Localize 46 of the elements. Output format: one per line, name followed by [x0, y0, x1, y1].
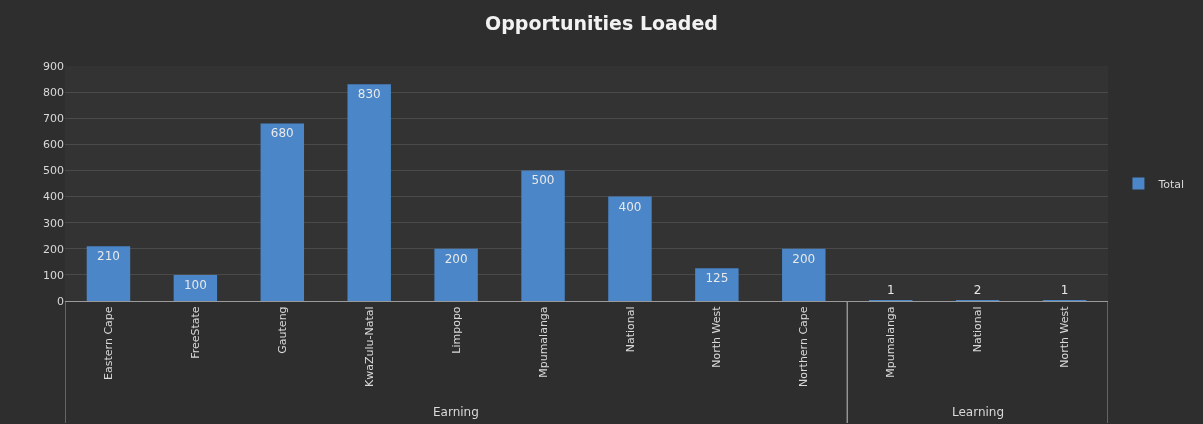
x-tick-label: North West [710, 305, 724, 368]
data-label: 200 [444, 251, 468, 266]
legend-label: Total [1157, 177, 1185, 191]
x-tick-label: National [623, 306, 637, 353]
y-tick-label: 400 [43, 190, 64, 204]
x-tick-label: North West [1058, 305, 1072, 368]
bar [260, 123, 305, 301]
data-label: 1 [886, 283, 895, 297]
data-label: 680 [270, 126, 294, 141]
bar [434, 248, 478, 301]
chart-title: Opportunities Loaded [485, 12, 718, 35]
data-label: 125 [705, 271, 729, 286]
bar [782, 248, 826, 301]
text: Learning [952, 405, 1005, 419]
y-tick-label: 200 [43, 242, 64, 256]
y-tick-label: 900 [43, 59, 64, 73]
x-tick-label: Mpumalanga [884, 306, 898, 378]
x-tick-label: KwaZulu-Natal [362, 306, 376, 387]
x-tick-label: Eastern Cape [102, 306, 116, 380]
bar [86, 246, 131, 301]
data-label: 1 [1060, 283, 1069, 297]
x-tick-label: National [971, 306, 985, 353]
data-label: 2 [973, 283, 982, 297]
text: Earning [433, 405, 479, 419]
y-tick-label: 800 [43, 85, 64, 99]
x-tick-label: Northern Cape [797, 306, 811, 387]
data-label: 210 [97, 249, 120, 264]
data-label: 830 [357, 87, 381, 102]
data-label: 100 [183, 277, 207, 292]
bar [521, 170, 565, 301]
x-tick-label: Limpopo [449, 306, 463, 354]
data-label: 200 [792, 251, 816, 266]
x-tick-label: Mpumalanga [536, 306, 550, 378]
x-tick-label: Gauteng [275, 306, 289, 354]
data-label: 500 [531, 173, 555, 188]
bar [695, 268, 739, 301]
y-tick-label: 0 [57, 294, 64, 308]
y-tick-label: 300 [43, 216, 64, 230]
y-tick-label: 500 [43, 164, 64, 178]
x-tick-label: FreeState [188, 306, 202, 359]
bar [608, 196, 652, 301]
y-tick-label: 600 [43, 138, 64, 152]
y-tick-label: 700 [43, 112, 64, 126]
y-tick-label: 100 [43, 268, 64, 282]
bar [347, 84, 391, 301]
data-label: 400 [618, 199, 642, 214]
